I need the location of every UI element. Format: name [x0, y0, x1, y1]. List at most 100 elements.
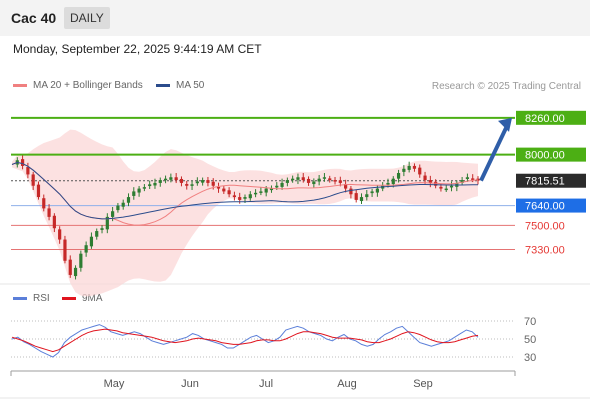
- candle-body-82: [444, 188, 448, 191]
- research-credit: Research © 2025 Trading Central: [431, 81, 581, 92]
- rsi-line: [11, 324, 479, 358]
- rsi-label: RSI: [33, 293, 50, 304]
- rsi-ma-label: 9MA: [82, 293, 103, 304]
- rsi-level-label-2: 30: [524, 352, 536, 364]
- candle-body-27: [153, 182, 157, 186]
- candle-body-88: [476, 178, 480, 181]
- level-tag-3: [516, 198, 586, 213]
- candle-body-24: [137, 188, 141, 193]
- candle-body-16: [95, 231, 99, 237]
- candle-body-58: [317, 178, 321, 182]
- candle-body-44: [243, 197, 247, 199]
- level-tag-0: [516, 110, 586, 125]
- candle-body-50: [275, 185, 279, 188]
- month-label-jul: Jul: [259, 378, 273, 390]
- ma50-label: MA 50: [176, 80, 205, 91]
- candle-body-87: [471, 178, 475, 180]
- ma50-line: [11, 161, 479, 220]
- level-label-0: 8260.00: [525, 113, 565, 125]
- candle-body-85: [460, 180, 464, 183]
- candle-body-33: [185, 184, 189, 186]
- candle-body-37: [206, 180, 210, 183]
- candle-body-36: [201, 180, 205, 183]
- ma20-swatch: [13, 83, 27, 87]
- candle-body-6: [42, 198, 46, 209]
- candle-body-42: [232, 195, 237, 198]
- candle-body-7: [47, 208, 51, 217]
- candle-body-41: [227, 190, 231, 195]
- ma50-swatch: [156, 83, 170, 87]
- candle-body-75: [407, 165, 411, 170]
- candle-body-59: [322, 177, 327, 179]
- month-label-may: May: [104, 378, 125, 390]
- candle-body-73: [396, 173, 401, 179]
- candle-body-79: [428, 180, 432, 183]
- symbol-title: Cac 40: [11, 10, 57, 26]
- candle-body-71: [386, 182, 390, 185]
- candle-body-3: [26, 167, 30, 175]
- candle-body-86: [465, 177, 470, 179]
- candle-body-53: [291, 178, 295, 181]
- candle-body-60: [328, 178, 332, 181]
- candle-body-56: [306, 178, 311, 183]
- month-label-sep: Sep: [413, 378, 433, 390]
- timeframe-badge[interactable]: DAILY: [64, 7, 110, 29]
- candle-body-30: [169, 177, 173, 180]
- candle-body-46: [253, 192, 258, 195]
- candle-body-9: [58, 229, 62, 240]
- candles: [15, 155, 480, 280]
- candle-body-38: [211, 181, 215, 186]
- candle-body-57: [312, 181, 316, 185]
- candle-body-45: [248, 194, 252, 199]
- rsi-level-label-0: 70: [524, 316, 536, 328]
- candle-body-20: [116, 205, 120, 211]
- candle-body-23: [132, 191, 136, 196]
- candle-body-51: [280, 182, 284, 187]
- candle-body-12: [73, 267, 78, 277]
- candle-body-61: [333, 180, 337, 182]
- rsi-level-label-1: 50: [524, 334, 536, 346]
- rsi-ma-line: [11, 328, 479, 353]
- legend-ma50: MA 50: [156, 80, 204, 91]
- candle-body-35: [195, 181, 199, 184]
- candle-body-78: [423, 175, 427, 181]
- legend-ma20: MA 20 + Bollinger Bands: [13, 80, 143, 91]
- level-label-5: 7330.00: [525, 244, 565, 256]
- candle-body-65: [354, 193, 358, 200]
- level-label-2: 7815.51: [525, 176, 565, 188]
- level-label-3: 7640.00: [525, 201, 565, 213]
- candle-body-4: [31, 174, 35, 186]
- candle-body-21: [121, 202, 125, 207]
- forecast-arrow-head: [498, 117, 512, 132]
- level-tag-2: [516, 173, 586, 188]
- candle-body-34: [190, 184, 194, 186]
- level-label-4: 7500.00: [525, 220, 565, 232]
- candle-body-39: [216, 186, 221, 189]
- candle-body-64: [349, 188, 353, 195]
- candle-body-31: [174, 177, 178, 181]
- candle-body-72: [391, 178, 395, 185]
- chart-datetime: Monday, September 22, 2025 9:44:19 AM CE…: [13, 42, 262, 56]
- candle-body-62: [338, 180, 342, 183]
- candle-body-74: [402, 168, 406, 172]
- candle-body-47: [259, 191, 263, 193]
- candle-body-28: [158, 180, 162, 183]
- candle-body-29: [163, 178, 168, 181]
- candle-body-52: [285, 180, 289, 183]
- candle-body-43: [238, 197, 242, 200]
- candle-body-54: [296, 177, 300, 180]
- candle-body-55: [301, 177, 305, 181]
- candle-body-19: [111, 211, 115, 217]
- candle-body-25: [142, 187, 146, 189]
- candle-body-22: [126, 197, 131, 203]
- candle-body-49: [269, 188, 274, 191]
- forecast-arrow-shaft: [479, 122, 510, 182]
- candle-body-40: [222, 188, 226, 192]
- candle-body-10: [63, 239, 67, 261]
- candle-body-63: [344, 184, 348, 189]
- candle-body-13: [79, 253, 83, 268]
- ma20-label: MA 20 + Bollinger Bands: [33, 80, 143, 91]
- candle-body-67: [365, 194, 369, 198]
- legend-rsi-ma: 9MA: [62, 293, 103, 304]
